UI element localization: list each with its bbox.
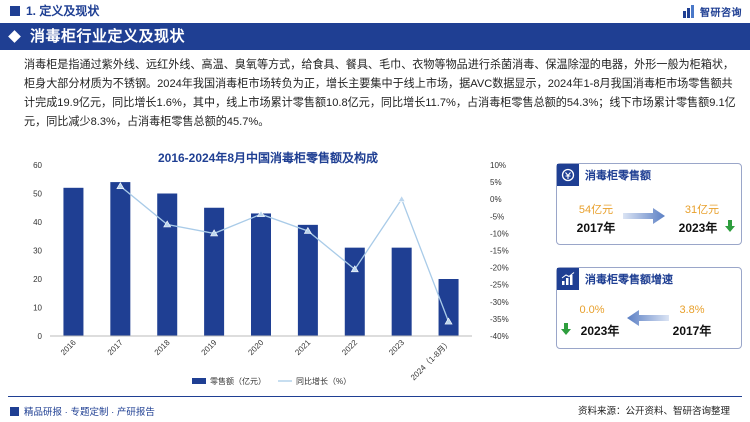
x-tick-label: 2020: [246, 338, 265, 357]
sales-card: 消毒柜零售额 54亿元 2017年 31亿元 2023年: [556, 163, 742, 245]
arrow-left-icon: [627, 310, 669, 326]
sales-card-header: 消毒柜零售额: [557, 164, 741, 186]
growth-left-value: 0.0%: [579, 304, 605, 316]
growth-card-header: 消毒柜零售额增速: [557, 268, 741, 290]
bar: [344, 247, 365, 336]
footer-source: 资料来源：公开资料、智研咨询整理: [577, 406, 730, 417]
growth-point: [210, 229, 219, 237]
growth-point: [350, 265, 359, 273]
retail-sales-chart: 2016-2024年8月中国消毒柜零售额及构成 0 10 20 30 40 50 60 -40…: [33, 150, 509, 386]
y-left-tick-label: 0: [38, 332, 43, 341]
bar: [63, 187, 84, 336]
growth-right-year: 2017年: [672, 324, 712, 338]
growth-point: [444, 317, 453, 325]
section-header: 1. 定义及现状 智研咨询: [0, 0, 750, 22]
legend-bar-label: 零售额（亿元）: [210, 376, 266, 386]
growth-right-value: 3.8%: [679, 304, 705, 316]
y-right-tick-label: -10%: [490, 229, 509, 238]
y-left-tick-label: 20: [33, 275, 42, 284]
x-tick-label: 2021: [293, 338, 312, 357]
growth-card-title: 消毒柜零售额增速: [585, 274, 673, 286]
y-left-tick-label: 30: [33, 247, 42, 256]
x-tick-label: 2016: [59, 338, 78, 357]
bar: [438, 279, 459, 336]
y-right-tick-label: -20%: [490, 264, 509, 273]
bar: [110, 182, 131, 336]
growth-left-year: 2023年: [580, 324, 620, 338]
footer-slogan-text: 精品研报 · 专题定制 · 产研报告: [24, 407, 155, 418]
x-tick-label: 2024（1-8月）: [409, 338, 453, 382]
footer-marker-icon: [10, 406, 19, 416]
bar: [157, 193, 178, 336]
y-left-tick-label: 50: [33, 190, 42, 199]
y-right-tick-label: 0%: [490, 195, 502, 204]
y-right-tick-label: -25%: [490, 281, 509, 290]
section-marker: [10, 6, 20, 16]
sales-right-year: 2023年: [678, 221, 718, 235]
y-left-tick-label: 10: [33, 304, 42, 313]
x-tick-label: 2023: [387, 338, 406, 357]
footer-divider: [8, 396, 742, 397]
sales-left-year: 2017年: [576, 221, 616, 235]
y-right-tick-label: -40%: [490, 332, 509, 341]
sales-card-title: 消毒柜零售额: [585, 170, 651, 182]
money-icon: [557, 164, 579, 186]
section-title: 1. 定义及现状: [26, 4, 100, 18]
chart-title: 2016-2024年8月中国消毒柜零售额及构成: [158, 150, 378, 165]
growth-card: 消毒柜零售额增速 0.0% 2023年 3.8% 2017年: [556, 267, 742, 349]
x-tick-label: 2022: [340, 338, 359, 357]
bar: [251, 213, 271, 336]
growth-point: [303, 226, 312, 234]
growth-chart-icon: [557, 268, 579, 290]
legend-bar-swatch: [192, 378, 206, 384]
y-left-tick-label: 40: [33, 218, 42, 227]
sales-right-value: 31亿元: [684, 204, 720, 216]
growth-line: [119, 185, 450, 322]
trend-down-icon: [725, 220, 735, 232]
banner-title: 消毒柜行业定义及现状: [30, 28, 186, 45]
bar: [391, 247, 412, 336]
y-right-tick-label: 5%: [490, 178, 502, 187]
logo-text: 智研咨询: [700, 7, 742, 19]
growth-point: [163, 220, 172, 228]
bar: [204, 207, 225, 336]
y-right-tick-label: 10%: [490, 161, 506, 170]
sales-left-value: 54亿元: [578, 204, 614, 216]
y-right-tick-label: -15%: [490, 247, 509, 256]
title-banner: 消毒柜行业定义及现状: [0, 23, 750, 50]
x-tick-label: 2018: [153, 338, 172, 357]
bar: [297, 224, 318, 336]
x-tick-label: 2019: [200, 338, 219, 357]
y-right-tick-label: -5%: [490, 212, 504, 221]
x-tick-label: 2017: [106, 338, 125, 357]
growth-point: [397, 195, 406, 202]
y-right-tick-label: -30%: [490, 298, 509, 307]
y-left-tick-label: 60: [33, 161, 42, 170]
arrow-right-icon: [623, 208, 665, 224]
growth-point: [116, 182, 125, 190]
description-text: 消毒柜是指通过紫外线、远红外线、高温、臭氧等方式，给食具、餐具、毛巾、衣物等物品…: [24, 59, 736, 128]
logo-icon: [683, 5, 694, 18]
trend-down-icon: [561, 323, 571, 335]
legend-line-label: 同比增长（%）: [296, 376, 351, 386]
banner-diamond-icon: [8, 30, 21, 43]
growth-point: [256, 210, 266, 218]
y-right-tick-label: -35%: [490, 315, 509, 324]
footer-slogan: 精品研报 · 专题定制 · 产研报告: [10, 404, 155, 418]
logo: 智研咨询: [683, 2, 742, 20]
